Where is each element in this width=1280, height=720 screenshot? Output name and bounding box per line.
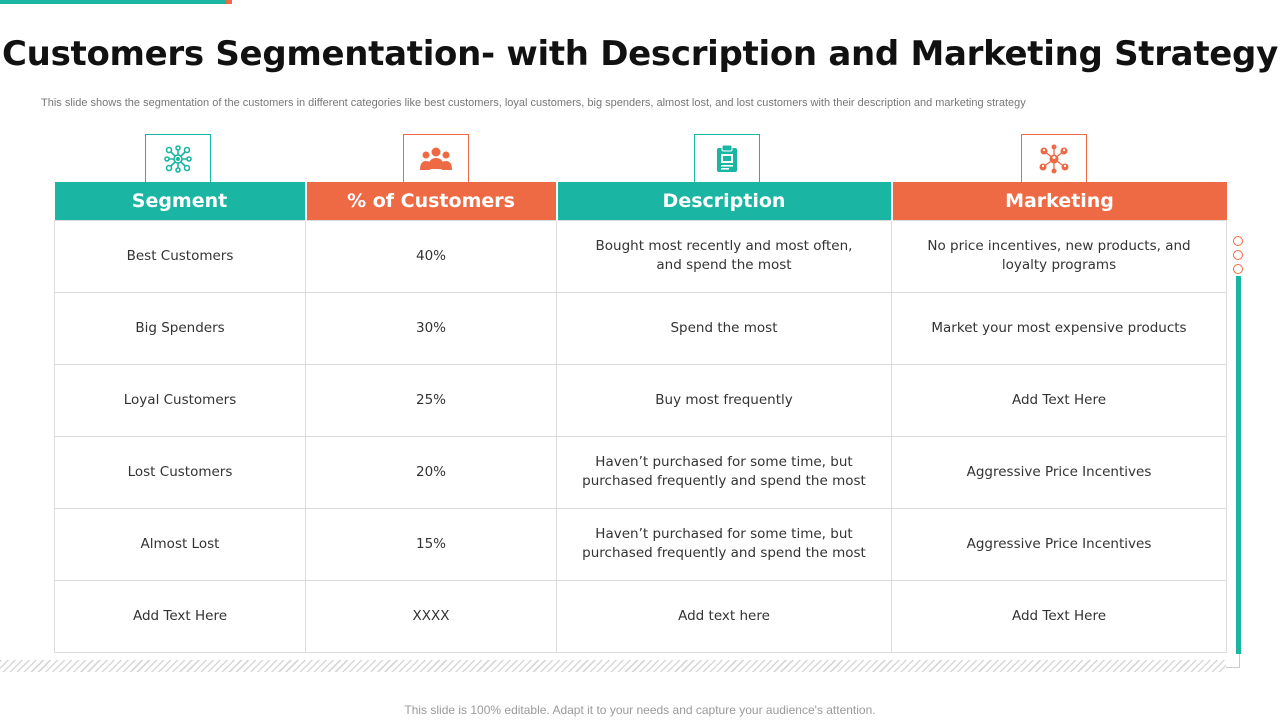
cell-segment: Lost Customers bbox=[54, 435, 306, 509]
cell-description: Spend the most bbox=[556, 291, 892, 365]
cell-segment: Loyal Customers bbox=[54, 363, 306, 437]
top-accent-bar-orange bbox=[226, 0, 232, 4]
segment-icon-box bbox=[145, 134, 211, 182]
cell-description: Buy most frequently bbox=[556, 363, 892, 437]
cell-marketing: Aggressive Price Incentives bbox=[891, 435, 1227, 509]
people-network-icon bbox=[1039, 144, 1069, 173]
table-row: Almost Lost 15% Haven’t purchased for so… bbox=[54, 507, 1227, 581]
cell-percent: XXXX bbox=[305, 579, 557, 653]
cell-segment: Big Spenders bbox=[54, 291, 306, 365]
top-accent-bar-teal bbox=[0, 0, 226, 4]
cell-marketing: Add Text Here bbox=[891, 579, 1227, 653]
network-icon bbox=[164, 144, 192, 173]
table-row: Big Spenders 30% Spend the most Market y… bbox=[54, 291, 1227, 365]
cell-segment: Almost Lost bbox=[54, 507, 306, 581]
cell-segment: Best Customers bbox=[54, 219, 306, 293]
cell-description: Add text here bbox=[556, 579, 892, 653]
table-row: Best Customers 40% Bought most recently … bbox=[54, 219, 1227, 293]
cell-description: Bought most recently and most often, and… bbox=[556, 219, 892, 293]
cell-marketing: Market your most expensive products bbox=[891, 291, 1227, 365]
cell-percent: 40% bbox=[305, 219, 557, 293]
cell-marketing: Add Text Here bbox=[891, 363, 1227, 437]
cell-marketing: Aggressive Price Incentives bbox=[891, 507, 1227, 581]
people-group-icon bbox=[420, 147, 452, 170]
header-percent-customers: % of Customers bbox=[305, 182, 558, 220]
slide-footer: This slide is 100% editable. Adapt it to… bbox=[404, 703, 876, 717]
customers-icon-box bbox=[403, 134, 469, 182]
slide-title: Customers Segmentation- with Description… bbox=[2, 34, 1278, 74]
header-description: Description bbox=[556, 182, 893, 220]
description-icon-box bbox=[694, 134, 760, 182]
side-corner-line bbox=[1239, 654, 1240, 668]
table-row: Loyal Customers 25% Buy most frequently … bbox=[54, 363, 1227, 437]
cell-marketing: No price incentives, new products, and l… bbox=[891, 219, 1227, 293]
cell-segment: Add Text Here bbox=[54, 579, 306, 653]
cell-percent: 15% bbox=[305, 507, 557, 581]
side-accent-line bbox=[1236, 276, 1241, 654]
decorative-dot bbox=[1233, 250, 1243, 260]
side-corner-line bbox=[1226, 667, 1240, 668]
clipboard-icon bbox=[717, 144, 737, 172]
hatched-divider bbox=[0, 660, 1226, 672]
header-segment: Segment bbox=[54, 182, 307, 220]
marketing-icon-box bbox=[1021, 134, 1087, 182]
table-row: Lost Customers 20% Haven’t purchased for… bbox=[54, 435, 1227, 509]
table-row: Add Text Here XXXX Add text here Add Tex… bbox=[54, 579, 1227, 653]
segmentation-table: Segment % of Customers Description Marke… bbox=[54, 182, 1227, 653]
cell-description: Haven’t purchased for some time, but pur… bbox=[556, 435, 892, 509]
header-marketing: Marketing bbox=[891, 182, 1227, 220]
decorative-dot bbox=[1233, 264, 1243, 274]
table-header-row: Segment % of Customers Description Marke… bbox=[54, 182, 1227, 220]
decorative-dots bbox=[1233, 236, 1243, 278]
cell-percent: 30% bbox=[305, 291, 557, 365]
cell-percent: 25% bbox=[305, 363, 557, 437]
slide-subtitle: This slide shows the segmentation of the… bbox=[41, 97, 1026, 109]
cell-percent: 20% bbox=[305, 435, 557, 509]
cell-description: Haven’t purchased for some time, but pur… bbox=[556, 507, 892, 581]
decorative-dot bbox=[1233, 236, 1243, 246]
